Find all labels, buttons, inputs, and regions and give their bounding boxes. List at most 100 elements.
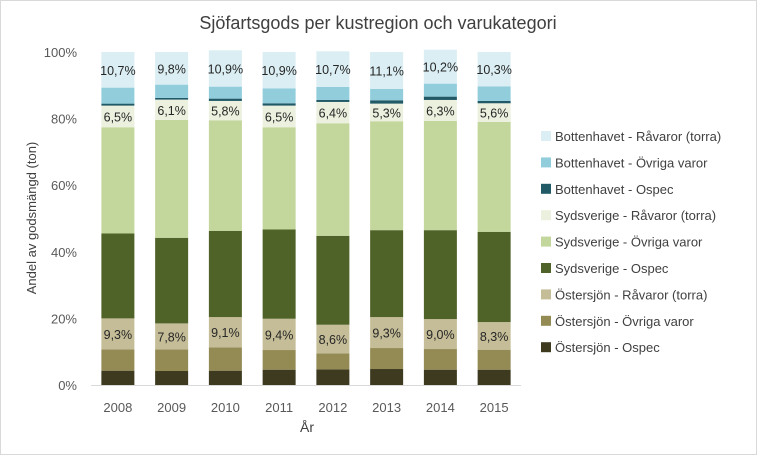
bar-segment [370,100,404,104]
bar-segment [370,121,404,231]
legend-label: Sydsverige - Ospec [555,261,669,276]
bar-segment [101,349,135,371]
data-label: 6,5% [265,110,294,124]
bar-segment [155,371,189,385]
bar-segment [316,51,350,87]
legend-swatch [541,315,551,326]
data-label: 6,5% [104,110,133,124]
legend-label: Bottenhavet - Ospec [555,182,674,197]
bar-segment [208,98,242,101]
data-label: 9,1% [211,326,240,340]
legend-label: Östersjön - Råvaror (torra) [555,287,707,302]
x-tick-label: 2012 [318,400,347,415]
y-axis-title: Andel av godsmängd (ton) [24,142,39,294]
y-tick-label: 40% [51,245,77,260]
bar-segment [208,317,242,348]
x-tick-label: 2009 [157,400,186,415]
bar-segment [101,87,135,104]
y-tick-label: 20% [51,311,77,326]
data-label: 7,8% [157,330,186,344]
bar-segment [101,370,135,385]
bar-segment [423,230,457,320]
x-tick-label: 2015 [480,400,509,415]
bar-segment [262,103,296,106]
y-axis: 0% 20% 40% 60% 80% 100% [44,45,78,393]
bar-segment [316,235,350,325]
legend-swatch [541,157,551,168]
y-tick-label: 80% [51,112,77,127]
bar-segment [423,99,457,121]
bar-segment [370,369,404,385]
y-tick-label: 60% [51,178,77,193]
data-label: 10,3% [476,63,511,77]
bar-segment [101,318,135,350]
bar-segment [262,350,296,370]
bar-segment [316,324,350,354]
y-tick-label: 0% [58,378,77,393]
bar-segment [477,86,511,101]
bar-segment [316,86,350,100]
bar-segment [208,100,242,121]
bar-segment [370,230,404,318]
data-label: 5,6% [480,107,509,121]
x-axis-title: År [300,419,314,435]
data-label: 5,8% [211,105,240,119]
data-label: 8,6% [319,333,348,347]
bar-segment [316,369,350,385]
data-label: 6,3% [426,104,455,118]
bar-segment [370,88,404,101]
bar-segment [477,369,511,385]
bar-segment [423,349,457,370]
bar-segment [208,347,242,371]
bar-segment [262,318,296,351]
legend-label: Sydsverige - Övriga varor [555,235,703,250]
data-label: 9,3% [104,328,133,342]
bar-segment [155,84,189,98]
legend-swatch [541,210,551,221]
bar-segment [101,52,135,88]
y-tick-label: 100% [44,45,78,60]
data-label: 10,7% [315,63,350,77]
data-label: 9,4% [265,328,294,342]
bar-segment [316,123,350,236]
bar-segment [316,101,350,124]
bar-segment [101,103,135,106]
data-label: 11,1% [369,64,404,78]
bar-segment [262,105,296,128]
bar-segment [423,49,457,84]
x-axis: 2008 2009 2010 2011 2012 2013 2014 2015 [91,385,521,415]
bar-segment [316,353,350,370]
bar-segment [155,119,189,238]
bar-segment [155,323,189,350]
bar-segment [423,96,457,100]
data-label: 10,7% [100,64,135,78]
bar-segment [208,50,242,87]
legend-swatch [541,342,551,353]
bar-segment [262,369,296,385]
x-tick-label: 2010 [211,400,240,415]
bar-segment [423,120,457,231]
bar-segment [208,370,242,385]
legend-swatch [541,289,551,300]
legend-label: Östersjön - Övriga varor [555,314,694,329]
bar-segment [477,103,511,122]
data-label: 10,2% [423,61,458,75]
chart-title: Sjöfartsgods per kustregion och varukate… [199,13,556,33]
x-tick-label: 2013 [372,400,401,415]
data-label: 9,8% [157,62,186,76]
bar-segment [155,99,189,120]
legend: Bottenhavet - Råvaror (torra) Bottenhavet… [541,129,721,355]
bar-segment [477,121,511,232]
bar-segment [262,88,296,104]
data-label: 9,3% [372,327,401,341]
data-label: 10,9% [261,64,296,78]
bar-segment [155,237,189,324]
x-tick-label: 2014 [426,400,455,415]
data-label: 6,1% [157,104,186,118]
bar-segment [101,233,135,319]
plot-area: 9,3% 6,5% 10,7% 7,8% 6,1% 9,8% 9,1% 5,8% 10,9% 9,… [100,49,512,385]
bar-segment [477,231,511,323]
bar-segment [477,52,511,87]
bar-segment [370,52,404,89]
